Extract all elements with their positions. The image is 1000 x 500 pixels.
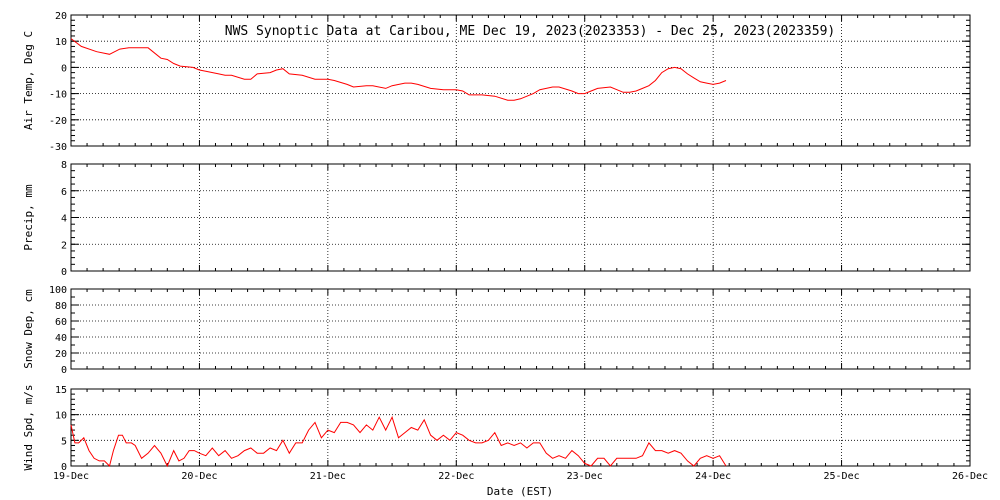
y-tick-label: -20 [49,116,67,127]
y-tick-label: 8 [61,160,67,171]
x-tick-label: 20-Dec [181,471,217,482]
x-tick-label: 23-Dec [567,471,603,482]
y-axis-label: Air Temp, Deg C [22,31,35,130]
y-tick-label: 100 [49,285,67,296]
series-line-wind-spd [70,415,727,468]
y-tick-label: -10 [49,90,67,101]
y-tick-label: 2 [61,240,67,251]
y-axis-label: Wind Spd, m/s [22,384,35,470]
x-tick-label: 26-Dec [952,471,988,482]
y-tick-label: 60 [55,317,67,328]
y-tick-label: 0 [61,365,67,376]
chart-title: NWS Synoptic Data at Caribou, ME Dec 19,… [225,24,835,39]
y-tick-label: 4 [61,214,67,225]
x-tick-label: 19-Dec [53,471,89,482]
y-tick-label: 0 [61,462,67,473]
y-tick-label: 40 [55,333,67,344]
y-tick-label: 20 [55,349,67,360]
y-tick-label: 5 [61,436,67,447]
y-axis-label: Snow Dep, cm [22,289,35,369]
series-line-air-temp [70,38,727,101]
x-tick-label: 21-Dec [310,471,346,482]
y-tick-label: 0 [61,63,67,74]
panel-frame-1 [70,163,971,272]
x-tick-label: 25-Dec [824,471,860,482]
y-tick-label: -30 [49,142,67,153]
y-tick-label: 10 [55,37,67,48]
panel-frame-2 [70,288,971,370]
y-tick-label: 15 [55,385,67,396]
x-tick-label: 22-Dec [438,471,474,482]
y-tick-label: 10 [55,411,67,422]
panel-frame-3 [70,388,971,467]
y-tick-label: 6 [61,187,67,198]
y-tick-label: 20 [55,11,67,22]
x-tick-label: 24-Dec [695,471,731,482]
y-tick-label: 0 [61,267,67,278]
x-axis-label: Date (EST) [487,485,553,498]
y-tick-label: 80 [55,301,67,312]
y-axis-label: Precip, mm [22,184,35,251]
